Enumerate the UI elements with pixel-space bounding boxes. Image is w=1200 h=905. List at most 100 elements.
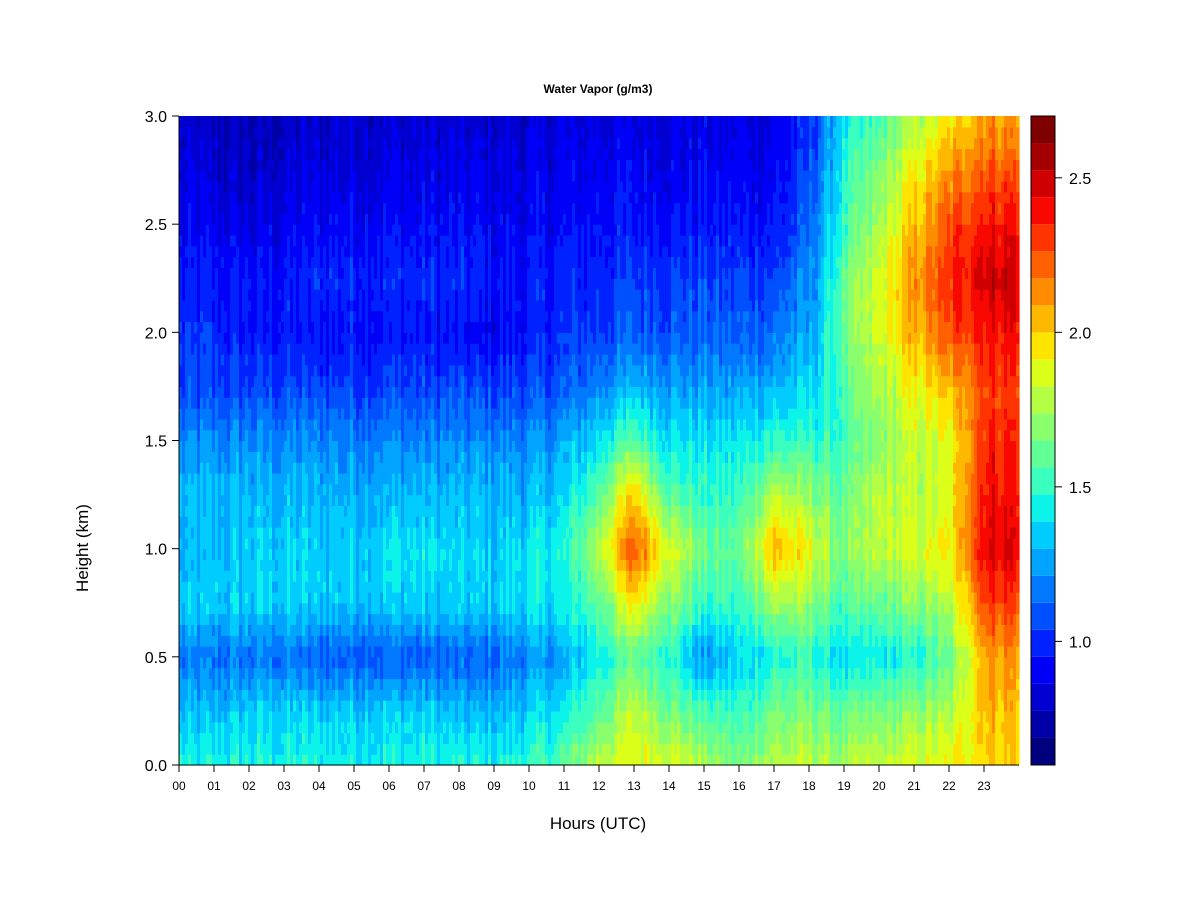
heatmap-cell	[188, 700, 192, 712]
heatmap-cell	[188, 646, 192, 658]
heatmap-cell	[197, 646, 201, 658]
heatmap-cell	[185, 494, 189, 506]
heatmap-cell	[227, 483, 231, 496]
heatmap-cell	[263, 462, 267, 474]
heatmap-cell	[236, 408, 240, 420]
heatmap-cell	[194, 743, 198, 755]
heatmap-cell	[230, 700, 234, 712]
heatmap-cell	[236, 180, 240, 193]
heatmap-cell	[194, 224, 198, 236]
heatmap-cell	[269, 635, 273, 647]
heatmap-cell	[197, 299, 201, 312]
heatmap-cell	[206, 505, 210, 517]
heatmap-cell	[218, 743, 222, 755]
heatmap-cell	[191, 743, 195, 755]
heatmap-cell	[257, 364, 261, 377]
heatmap-cell	[185, 559, 189, 571]
heatmap-cell	[248, 462, 252, 474]
heatmap-cell	[230, 234, 234, 247]
heatmap-cell	[269, 267, 273, 279]
heatmap-cell	[251, 635, 255, 647]
heatmap-cell	[230, 213, 234, 225]
heatmap-cell	[188, 418, 192, 431]
heatmap-cell	[248, 289, 252, 301]
heatmap-cell	[233, 159, 237, 171]
heatmap-cell	[224, 656, 228, 669]
heatmap-cell	[185, 548, 189, 561]
heatmap-cell	[197, 537, 201, 550]
heatmap-cell	[230, 408, 234, 420]
heatmap-cell	[212, 299, 216, 312]
heatmap-cell	[218, 180, 222, 193]
heatmap-cell	[239, 462, 243, 474]
heatmap-cell	[215, 353, 219, 366]
heatmap-cell	[212, 137, 216, 150]
heatmap-cell	[218, 602, 222, 615]
heatmap-cell	[230, 224, 234, 236]
heatmap-cell	[248, 613, 252, 625]
heatmap-cell	[227, 462, 231, 474]
heatmap-cell	[260, 646, 264, 658]
heatmap-cell	[245, 613, 249, 625]
heatmap-cell	[218, 462, 222, 474]
heatmap-cell	[236, 646, 240, 658]
heatmap-cell	[260, 213, 264, 225]
heatmap-cell	[242, 332, 246, 344]
heatmap-cell	[179, 397, 183, 409]
heatmap-cell	[233, 591, 237, 604]
heatmap-cell	[197, 408, 201, 420]
heatmap-cell	[251, 159, 255, 171]
heatmap-cell	[269, 743, 273, 755]
heatmap-cell	[221, 191, 225, 204]
heatmap-cell	[188, 440, 192, 452]
heatmap-cell	[203, 386, 207, 398]
heatmap-cell	[182, 754, 186, 766]
heatmap-cell	[218, 202, 222, 214]
heatmap-cell	[245, 548, 249, 561]
heatmap-cell	[227, 613, 231, 625]
heatmap-cell	[242, 624, 246, 636]
heatmap-cell	[242, 353, 246, 366]
heatmap-cell	[248, 224, 252, 236]
heatmap-cell	[236, 472, 240, 485]
heatmap-cell	[254, 743, 258, 755]
heatmap-cell	[221, 613, 225, 625]
heatmap-cell	[245, 278, 249, 290]
heatmap-cell	[215, 429, 219, 442]
heatmap-cell	[269, 137, 273, 150]
heatmap-cell	[221, 321, 225, 333]
heatmap-cell	[182, 180, 186, 193]
heatmap-cell	[248, 667, 252, 680]
heatmap-cell	[206, 202, 210, 214]
heatmap-cell	[227, 656, 231, 669]
heatmap-cell	[218, 689, 222, 701]
heatmap-cell	[257, 224, 261, 236]
heatmap-cell	[230, 689, 234, 701]
heatmap-cell	[200, 299, 204, 312]
heatmap-cell	[197, 256, 201, 269]
heatmap-cell	[185, 256, 189, 269]
heatmap-cell	[272, 505, 276, 517]
heatmap-cell	[197, 689, 201, 701]
heatmap-cell	[251, 505, 255, 517]
heatmap-cell	[197, 624, 201, 636]
heatmap-cell	[209, 570, 213, 582]
heatmap-cell	[266, 429, 270, 442]
heatmap-cell	[221, 159, 225, 171]
heatmap-cell	[242, 494, 246, 506]
heatmap-cell	[227, 624, 231, 636]
heatmap-cell	[236, 397, 240, 409]
heatmap-cell	[203, 234, 207, 247]
heatmap-cell	[203, 472, 207, 485]
heatmap-cell	[182, 245, 186, 258]
heatmap-cell	[227, 234, 231, 247]
heatmap-cell	[209, 483, 213, 496]
heatmap-cell	[257, 516, 261, 528]
heatmap-cell	[188, 581, 192, 593]
heatmap-cell	[230, 548, 234, 561]
heatmap-cell	[254, 678, 258, 690]
heatmap-cell	[185, 170, 189, 182]
heatmap-cell	[248, 278, 252, 290]
heatmap-cell	[224, 397, 228, 409]
heatmap-cell	[257, 375, 261, 388]
